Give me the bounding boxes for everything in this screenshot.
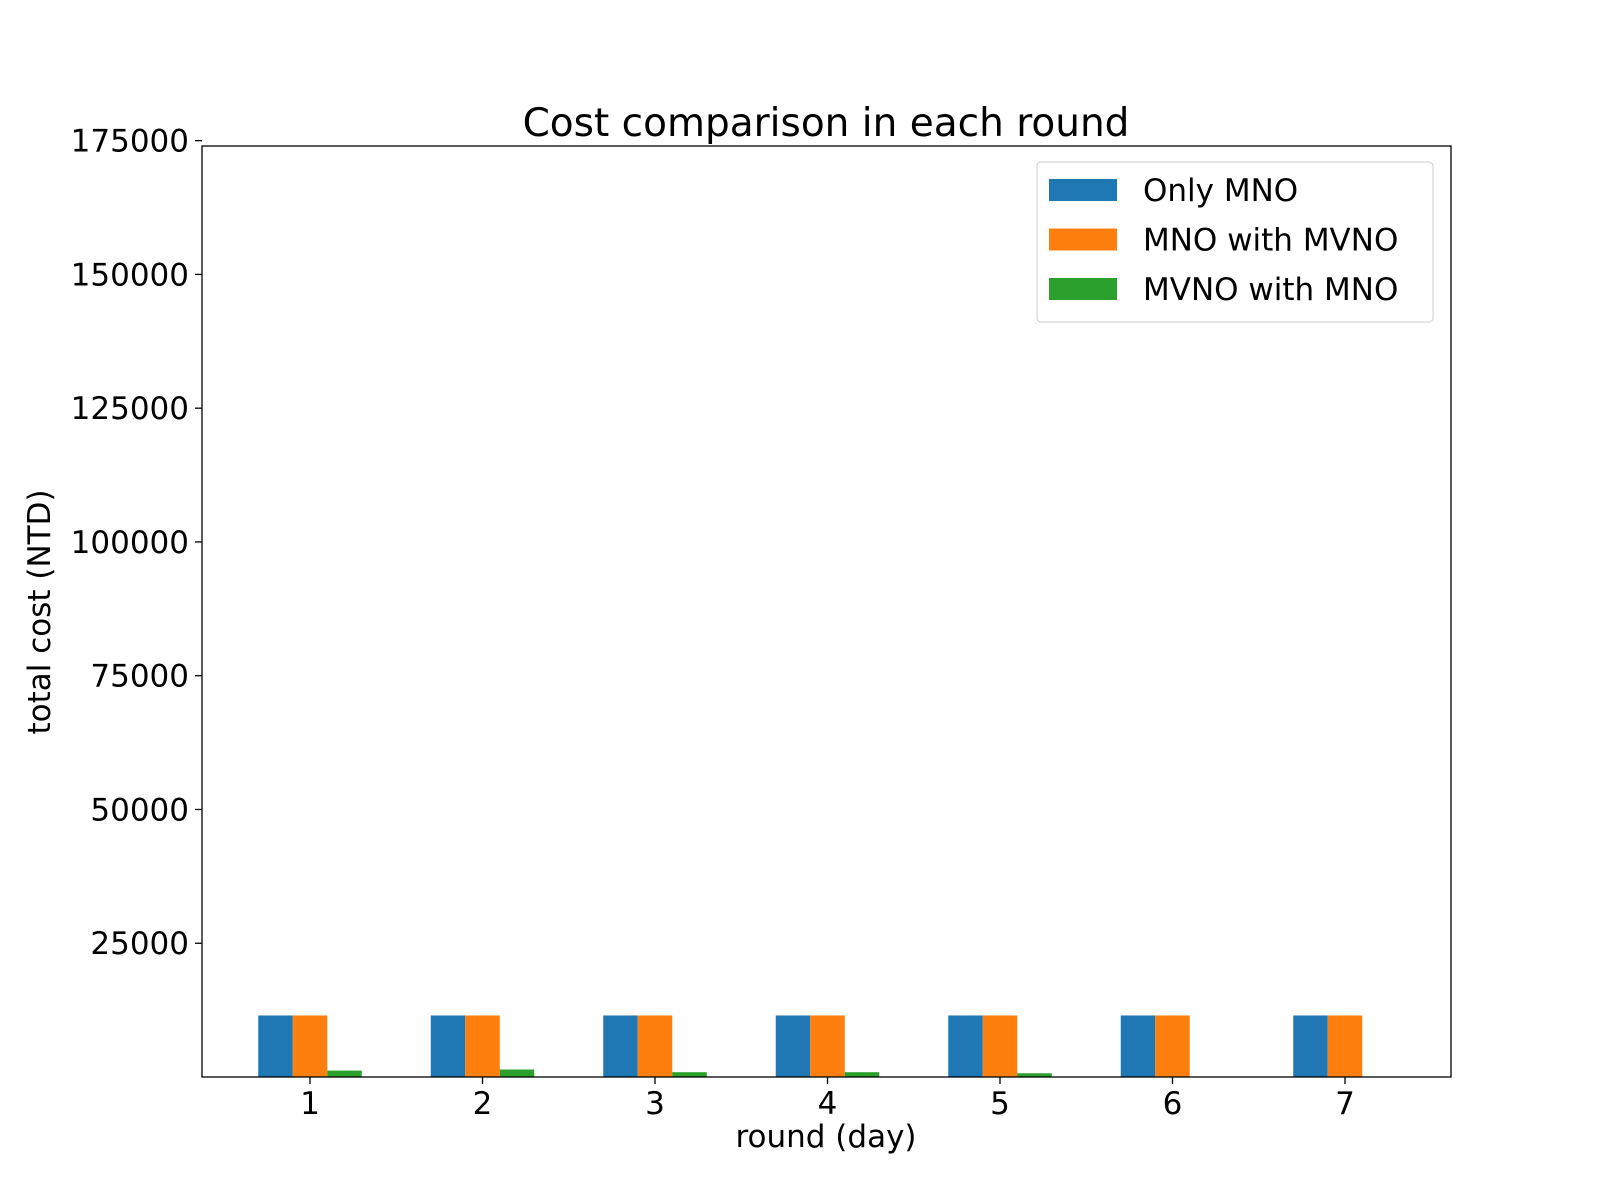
y-tick-label: 100000 — [71, 525, 189, 561]
legend-label: Only MNO — [1143, 173, 1298, 209]
bar-mvno-with-mno-round-5 — [1017, 1073, 1052, 1077]
bar-only-mno-round-6 — [1120, 1015, 1156, 1077]
x-tick-label: 4 — [818, 1086, 838, 1122]
x-tick-label: 7 — [1335, 1086, 1355, 1122]
bar-mvno-with-mno-round-4 — [844, 1072, 880, 1077]
y-axis-ticks: 25000 50000 75000 100000 125000 150000 175000 — [71, 124, 202, 962]
legend-swatch-mvno-with-mno — [1049, 278, 1117, 300]
bar-mno-with-mvno-round-2 — [465, 1015, 500, 1077]
bar-only-mno-round-5 — [948, 1015, 983, 1077]
bar-mvno-with-mno-round-1 — [327, 1070, 362, 1077]
y-tick-label: 125000 — [71, 391, 189, 427]
bar-only-mno-round-7 — [1293, 1015, 1328, 1077]
bar-mno-with-mvno-round-4 — [810, 1015, 845, 1077]
x-axis-label: round (day) — [735, 1119, 916, 1155]
y-tick-label: 150000 — [71, 257, 189, 293]
bar-only-mno-round-4 — [775, 1015, 811, 1077]
y-tick-label: 175000 — [71, 124, 189, 160]
x-tick-label: 2 — [473, 1086, 493, 1122]
bar-only-mno-round-3 — [603, 1015, 638, 1077]
chart-title: Cost comparison in each round — [523, 101, 1130, 146]
bar-mno-with-mvno-round-3 — [637, 1015, 673, 1077]
x-axis-ticks: 1 2 3 4 5 6 7 — [300, 1077, 1355, 1122]
x-tick-label: 3 — [645, 1086, 665, 1122]
x-tick-label: 6 — [1163, 1086, 1183, 1122]
x-tick-label: 5 — [990, 1086, 1010, 1122]
legend-label: MVNO with MNO — [1143, 272, 1398, 308]
bars-group — [258, 1015, 1363, 1077]
legend-swatch-only-mno — [1049, 179, 1117, 201]
bar-mvno-with-mno-round-3 — [672, 1072, 707, 1077]
bar-mvno-with-mno-round-2 — [499, 1069, 535, 1077]
bar-mno-with-mvno-round-6 — [1155, 1015, 1190, 1077]
bar-only-mno-round-2 — [430, 1015, 466, 1077]
bar-mno-with-mvno-round-7 — [1327, 1015, 1363, 1077]
y-tick-label: 50000 — [90, 792, 189, 828]
plot-area-frame — [201, 145, 1452, 1078]
bar-mno-with-mvno-round-1 — [292, 1015, 328, 1077]
legend-swatch-mno-with-mvno — [1049, 228, 1117, 251]
y-tick-label: 75000 — [90, 659, 189, 695]
legend: Only MNO MNO with MVNO MVNO with MNO — [1036, 161, 1434, 323]
legend-label: MNO with MVNO — [1143, 223, 1398, 259]
y-tick-label: 25000 — [90, 926, 189, 962]
bar-only-mno-round-1 — [258, 1015, 293, 1077]
x-tick-label: 1 — [300, 1086, 320, 1122]
bar-mno-with-mvno-round-5 — [982, 1015, 1018, 1077]
y-axis-label: total cost (NTD) — [22, 489, 58, 734]
legend-box — [1036, 161, 1434, 323]
